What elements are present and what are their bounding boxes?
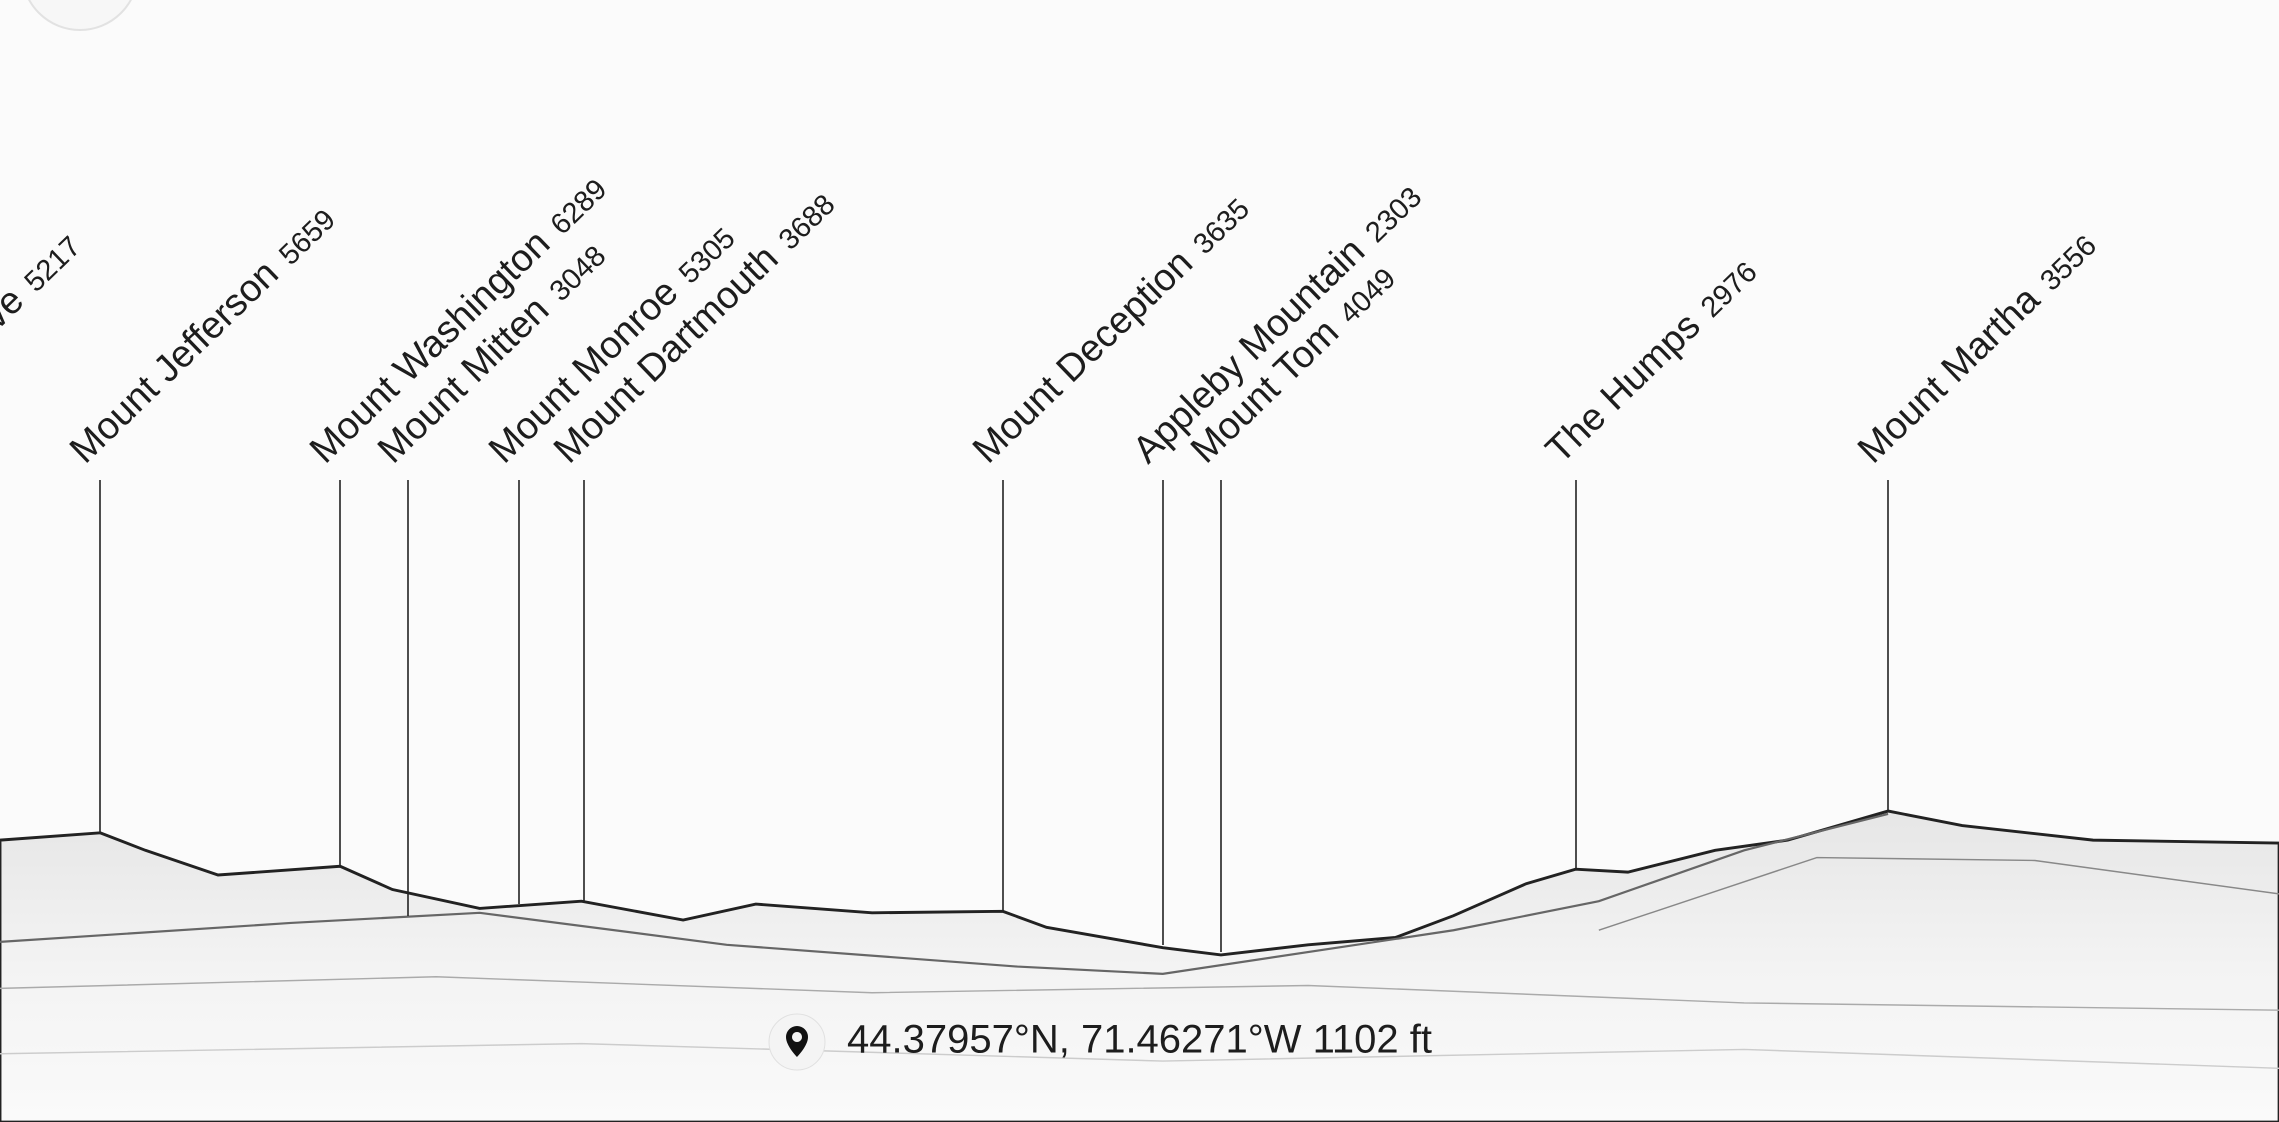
pin-icon: [786, 1026, 808, 1057]
ridge-line: [0, 1042, 2279, 1070]
location-bar: 44.37957°N, 71.46271°W 1102 ft: [768, 1013, 1432, 1071]
location-text: 44.37957°N, 71.46271°W 1102 ft: [847, 1018, 1432, 1062]
terrain: [0, 809, 2279, 1122]
ridge-line: [0, 976, 2279, 1011]
menu-button[interactable]: [22, 0, 138, 31]
ridge-line: [0, 812, 1889, 975]
ridge-line: [1598, 856, 2279, 931]
